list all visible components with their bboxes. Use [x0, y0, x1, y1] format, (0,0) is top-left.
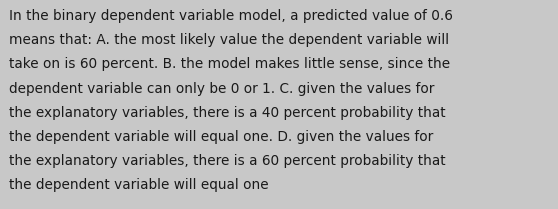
Text: dependent variable can only be 0 or 1. C. given the values for: dependent variable can only be 0 or 1. C…	[9, 82, 434, 96]
Text: means that: A. the most likely value the dependent variable will: means that: A. the most likely value the…	[9, 33, 449, 47]
Text: take on is 60 percent. B. the model makes little sense, since the: take on is 60 percent. B. the model make…	[9, 57, 450, 71]
Text: the dependent variable will equal one. D. given the values for: the dependent variable will equal one. D…	[9, 130, 433, 144]
Text: In the binary dependent variable model, a predicted value of 0.6: In the binary dependent variable model, …	[9, 9, 453, 23]
Text: the explanatory variables, there is a 60 percent probability that: the explanatory variables, there is a 60…	[9, 154, 445, 168]
Text: the explanatory variables, there is a 40 percent probability that: the explanatory variables, there is a 40…	[9, 106, 445, 120]
Text: the dependent variable will equal one: the dependent variable will equal one	[9, 178, 268, 192]
